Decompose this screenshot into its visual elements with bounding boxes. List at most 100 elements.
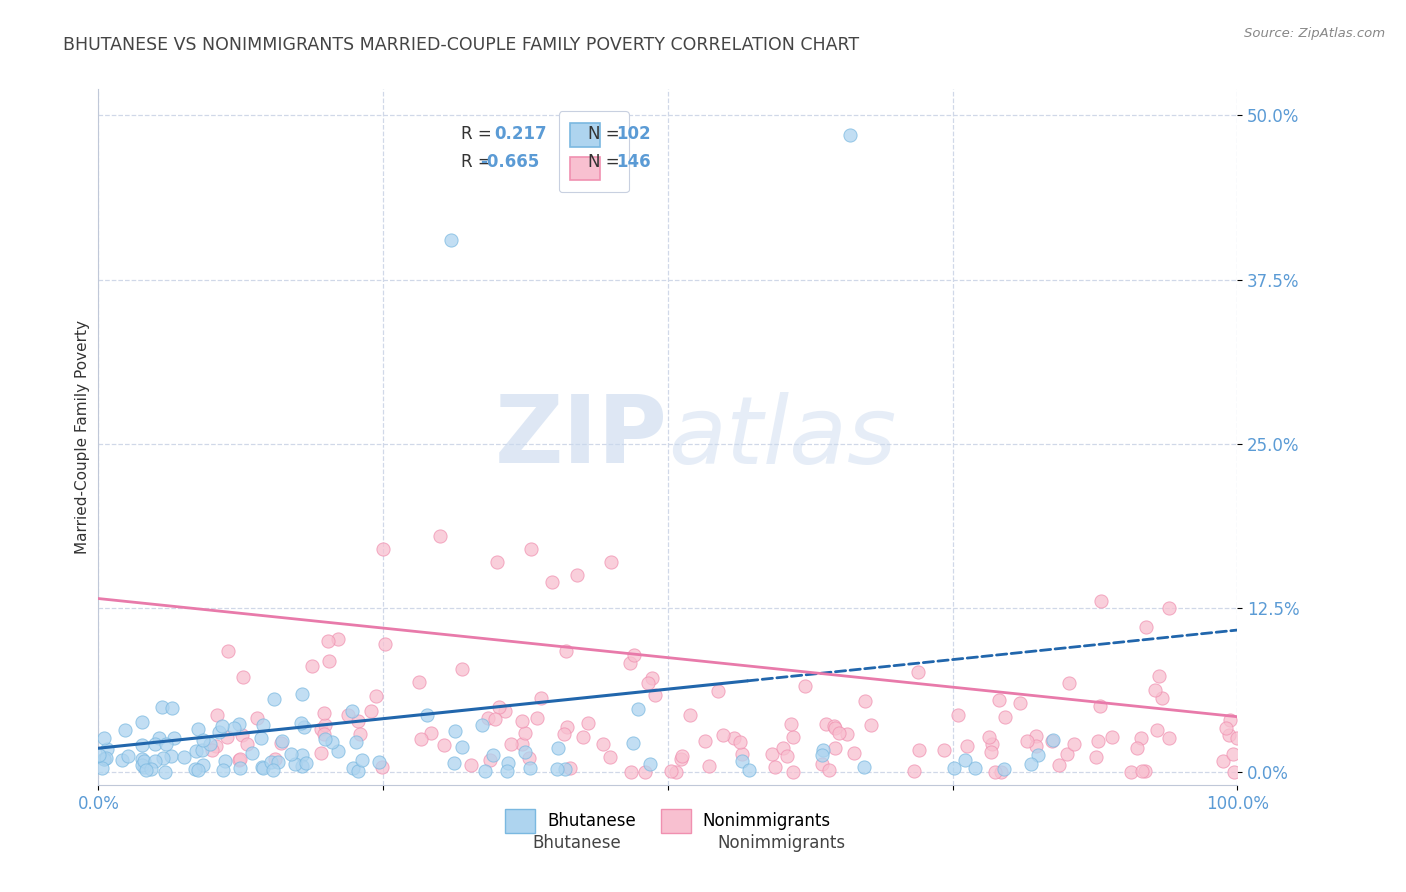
Point — [977, 730, 1000, 744]
Point — [623, 648, 645, 663]
Point — [484, 712, 506, 726]
Point — [494, 704, 516, 718]
Point — [554, 644, 576, 658]
Point — [571, 730, 593, 744]
Point — [148, 731, 170, 746]
Point — [576, 716, 599, 731]
Text: BHUTANESE VS NONIMMIGRANTS MARRIED-COUPLE FAMILY POVERTY CORRELATION CHART: BHUTANESE VS NONIMMIGRANTS MARRIED-COUPL… — [63, 36, 859, 54]
Point — [1090, 594, 1112, 608]
Point — [782, 730, 804, 744]
Point — [217, 644, 239, 658]
Point — [314, 706, 336, 721]
Point — [496, 764, 519, 779]
Point — [1010, 696, 1032, 710]
Point — [1056, 747, 1078, 761]
Point — [250, 760, 273, 774]
Point — [853, 694, 876, 708]
Point — [91, 761, 114, 775]
Point — [409, 731, 432, 746]
Point — [347, 764, 370, 779]
Point — [342, 761, 364, 775]
Point — [835, 727, 858, 741]
Point — [314, 718, 336, 732]
Point — [1157, 600, 1180, 615]
Point — [731, 747, 754, 761]
Point — [1215, 722, 1237, 736]
Point — [143, 754, 166, 768]
Point — [222, 721, 245, 735]
Point — [205, 707, 228, 722]
Point — [513, 726, 536, 740]
Point — [294, 756, 316, 770]
Point — [263, 692, 285, 706]
Point — [350, 753, 373, 767]
Point — [592, 737, 614, 751]
Point — [1059, 676, 1081, 690]
Point — [364, 690, 387, 704]
Text: R =: R = — [461, 126, 496, 144]
Point — [1159, 731, 1181, 745]
Point — [955, 753, 977, 767]
Point — [738, 763, 761, 777]
Text: R =: R = — [461, 153, 496, 171]
Point — [907, 665, 929, 680]
Point — [340, 704, 363, 718]
Point — [1026, 748, 1049, 763]
Point — [240, 746, 263, 760]
Point — [990, 764, 1012, 779]
Point — [1223, 764, 1246, 779]
Point — [344, 735, 367, 749]
Point — [228, 761, 250, 775]
Point — [1087, 734, 1109, 748]
Point — [903, 764, 925, 778]
Point — [198, 737, 221, 751]
Point — [155, 764, 177, 779]
Point — [312, 727, 335, 741]
Point — [619, 656, 641, 670]
Point — [367, 756, 389, 770]
Point — [440, 233, 463, 247]
Point — [291, 759, 314, 773]
Point — [131, 738, 153, 752]
Point — [1143, 683, 1166, 698]
Point — [486, 555, 509, 569]
Point — [267, 755, 290, 769]
Point — [309, 722, 332, 736]
Text: Source: ZipAtlas.com: Source: ZipAtlas.com — [1244, 27, 1385, 40]
Point — [993, 762, 1015, 776]
Point — [731, 754, 754, 768]
Point — [697, 759, 720, 773]
Point — [314, 731, 336, 746]
Point — [823, 719, 845, 733]
Point — [963, 761, 986, 775]
Point — [1119, 764, 1142, 779]
Point — [659, 764, 682, 779]
Point — [824, 741, 846, 756]
Point — [627, 702, 650, 716]
Point — [252, 718, 274, 732]
Point — [134, 755, 156, 769]
Point — [1125, 741, 1147, 756]
Point — [1047, 758, 1070, 772]
Point — [260, 755, 283, 769]
Point — [510, 714, 533, 728]
Point — [374, 637, 396, 651]
Point — [231, 728, 253, 742]
Point — [942, 761, 965, 775]
Point — [776, 748, 799, 763]
Point — [1025, 739, 1047, 753]
Point — [134, 759, 156, 773]
Point — [93, 731, 115, 745]
Point — [443, 756, 465, 770]
Point — [510, 737, 533, 751]
Text: 102: 102 — [617, 126, 651, 144]
Point — [291, 747, 314, 762]
Point — [360, 705, 382, 719]
Point — [1042, 733, 1064, 747]
Point — [291, 687, 314, 701]
Point — [558, 761, 581, 775]
Point — [565, 568, 588, 582]
Point — [600, 555, 623, 569]
Point — [987, 692, 1010, 706]
Point — [980, 745, 1002, 759]
